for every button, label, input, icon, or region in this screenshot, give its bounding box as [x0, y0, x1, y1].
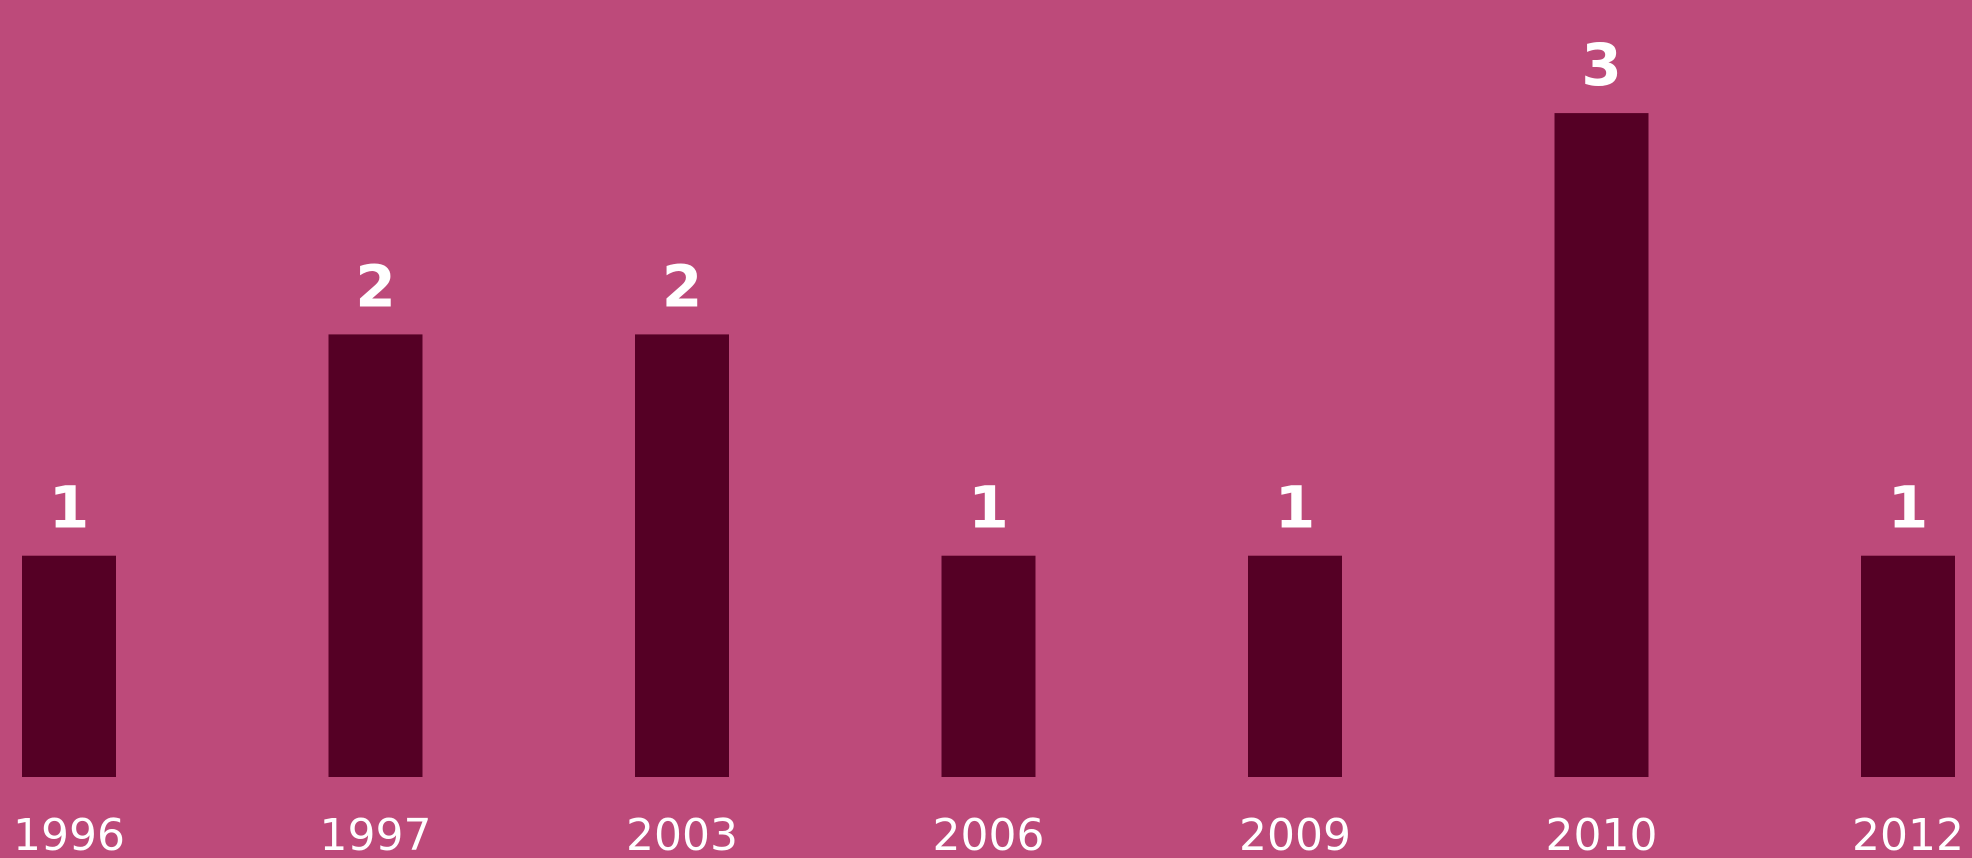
bar-2003 — [635, 334, 729, 777]
tick-label-1997: 1997 — [320, 810, 432, 858]
value-label-2003: 2 — [662, 252, 702, 320]
bar-1996 — [22, 555, 116, 777]
tick-label-2010: 2010 — [1546, 810, 1658, 858]
value-label-2010: 3 — [1581, 31, 1621, 99]
bar-2010 — [1554, 113, 1649, 778]
bar-1997 — [328, 334, 423, 777]
tick-labels-layer: 1996 1997 2003 2006 2009 2010 2012 — [13, 810, 1964, 858]
value-label-1997: 2 — [355, 252, 395, 320]
value-label-1996: 1 — [49, 474, 89, 542]
value-label-2009: 1 — [1275, 474, 1315, 542]
tick-label-2003: 2003 — [626, 810, 738, 858]
tick-label-1996: 1996 — [13, 810, 125, 858]
bars-layer — [22, 113, 1955, 778]
tick-label-2006: 2006 — [933, 810, 1045, 858]
tick-label-2012: 2012 — [1852, 810, 1964, 858]
bar-2009 — [1248, 555, 1342, 777]
tick-label-2009: 2009 — [1239, 810, 1351, 858]
bar-2006 — [941, 555, 1036, 777]
value-labels-layer: 1 2 2 1 1 3 1 — [49, 31, 1928, 542]
bar-2012 — [1861, 555, 1955, 777]
value-label-2006: 1 — [968, 474, 1008, 542]
value-label-2012: 1 — [1888, 474, 1928, 542]
